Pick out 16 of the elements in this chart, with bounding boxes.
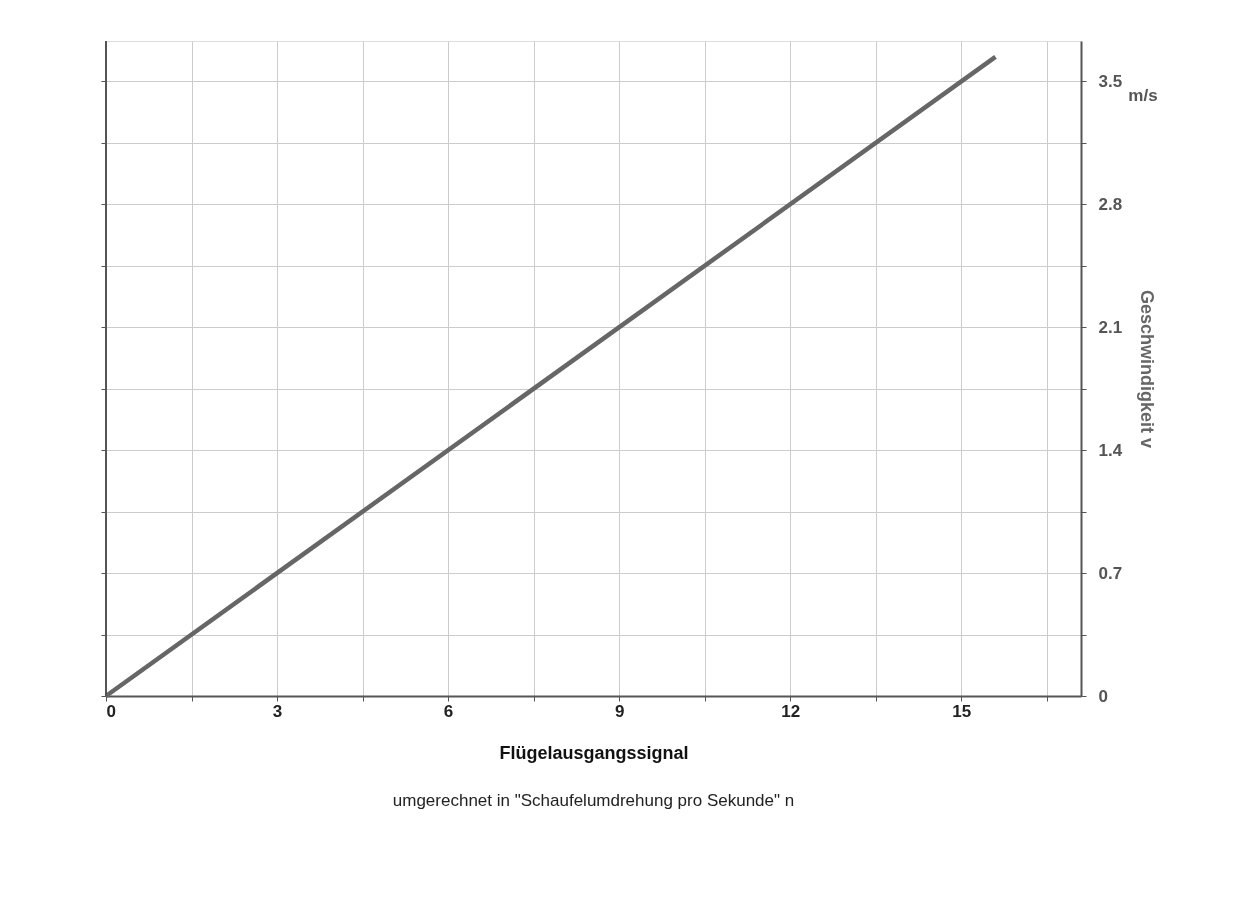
- y-tick-label: 0: [1098, 686, 1108, 706]
- x-tick-label: 0: [106, 701, 116, 721]
- text: m/s: [1128, 86, 1158, 105]
- y-axis-title: Geschwindigkeit v: [1137, 289, 1158, 449]
- x-tick-label: 6: [443, 701, 454, 721]
- x-tick-label: 12: [781, 701, 801, 721]
- x-tick-label: 15: [952, 701, 972, 721]
- x-axis-title: Flügelausgangssignal: [499, 742, 689, 763]
- y-tick-label: 2.8: [1098, 194, 1123, 214]
- y-tick-label: 3.5: [1098, 71, 1123, 91]
- x-tick-label: 3: [272, 701, 283, 721]
- y-tick-label: 0.7: [1098, 563, 1123, 583]
- text: umgerechnet in "Schaufelumdrehung pro Sekunde" n: [392, 791, 795, 810]
- y-tick-label: 1.4: [1098, 440, 1123, 460]
- y-tick-label: 2.1: [1098, 317, 1123, 337]
- x-tick-label: 9: [614, 701, 625, 721]
